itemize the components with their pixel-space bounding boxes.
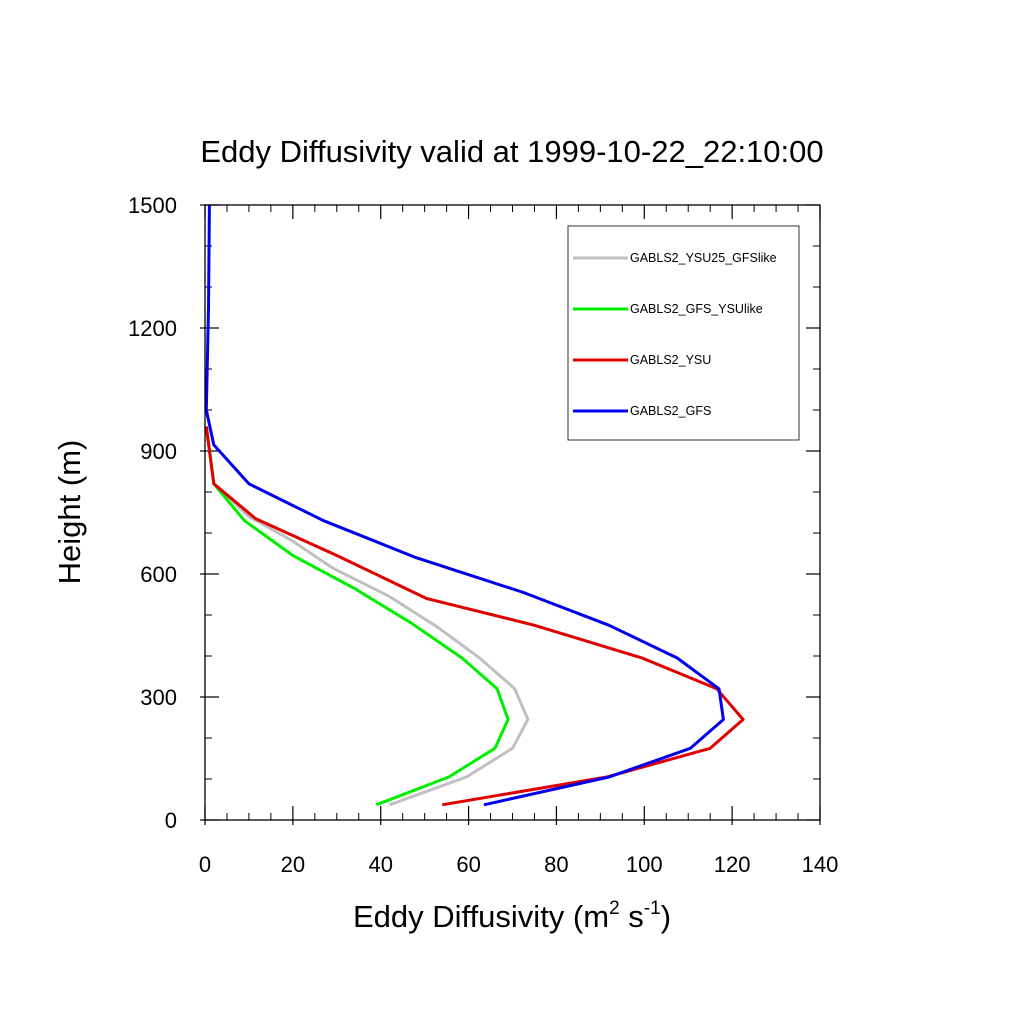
x-tick-label: 80 (544, 852, 568, 877)
x-tick-label: 100 (626, 852, 663, 877)
y-tick-label: 1200 (128, 316, 177, 341)
x-tick-label: 40 (368, 852, 392, 877)
x-axis-label-end: ) (661, 899, 671, 934)
legend-label: GABLS2_GFS (630, 404, 711, 418)
y-tick-label: 0 (165, 808, 177, 833)
legend-label: GABLS2_GFS_YSUlike (630, 302, 763, 316)
x-axis-label: Eddy Diffusivity (m2 s-1) (353, 898, 671, 934)
legend-label: GABLS2_YSU25_GFSlike (630, 251, 777, 265)
series-layer (204, 204, 745, 807)
chart-title: Eddy Diffusivity valid at 1999-10-22_22:… (200, 134, 823, 169)
axis-tick-labels: 0 20 40 60 80 100 120 140 0 300 600 900 1200 1500 (128, 193, 838, 877)
x-tick-label: 60 (456, 852, 480, 877)
x-axis-label-sup-1: 2 (609, 898, 620, 919)
x-tick-label: 140 (802, 852, 839, 877)
y-axis-label: Height (m) (52, 440, 87, 585)
x-axis-label-main: Eddy Diffusivity (m (353, 899, 609, 934)
series-line-gabls2-gfs (204, 204, 725, 807)
y-tick-label: 1500 (128, 193, 177, 218)
series-line-gabls2-gfs-ysulike (204, 426, 510, 807)
legend-box (567, 225, 800, 441)
legend-label: GABLS2_YSU (630, 353, 711, 367)
series-line-gabls2-ysu (204, 426, 745, 807)
y-tick-label: 600 (140, 562, 177, 587)
series-line-gabls2-ysu25-gfslike (204, 426, 530, 807)
x-axis-label-sup-2: -1 (644, 898, 661, 919)
x-tick-label: 20 (281, 852, 305, 877)
legend: GABLS2_YSU25_GFSlike GABLS2_GFS_YSUlike GA… (567, 225, 800, 441)
x-tick-label: 0 (199, 852, 211, 877)
x-axis-label-mid: s (620, 899, 644, 934)
y-tick-label: 300 (140, 685, 177, 710)
x-tick-label: 120 (714, 852, 751, 877)
y-tick-label: 900 (140, 439, 177, 464)
plot-frame (204, 204, 821, 821)
